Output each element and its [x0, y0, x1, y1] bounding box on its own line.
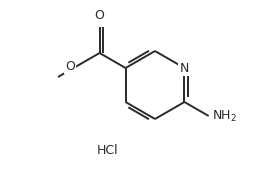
Text: N: N: [180, 61, 189, 75]
Text: O: O: [65, 60, 75, 72]
Text: NH$_2$: NH$_2$: [212, 108, 237, 124]
Text: O: O: [95, 9, 105, 22]
Text: HCl: HCl: [97, 144, 119, 157]
